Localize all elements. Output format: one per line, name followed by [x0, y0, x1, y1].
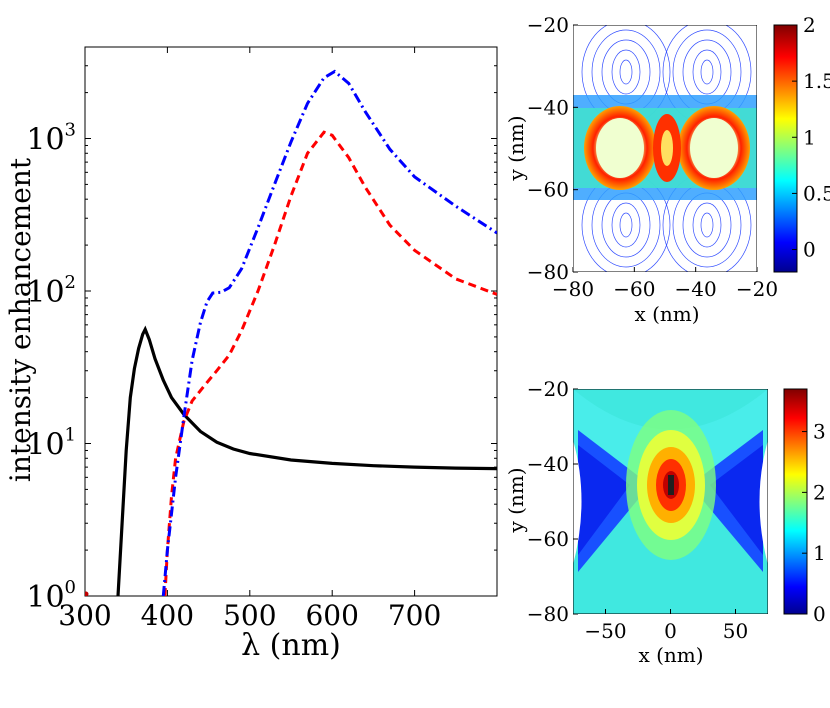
main-plot-frame: [84, 46, 498, 597]
heat-y-tick-label: −20: [527, 13, 569, 37]
tr-axis-ticks: −80 −60 −40 −20 −20 −40 −60 −80: [527, 13, 778, 301]
heat-y-tick-label: −40: [527, 452, 569, 476]
heat-y-tick-label: −80: [527, 602, 569, 626]
colorbar-tick-label: 0: [803, 238, 816, 262]
tr-colorbar: [773, 24, 798, 273]
colorbar-tick-label: 1: [813, 541, 826, 565]
heat-x-tick-label: 0: [664, 619, 677, 643]
colorbar-tick-label: 1.5: [803, 69, 830, 93]
colorbar-tick-label: 1: [803, 125, 816, 149]
heat-x-tick-label: −80: [552, 277, 594, 301]
colorbar-tick-label: 0.5: [803, 181, 830, 205]
heat-y-tick-label: −20: [527, 377, 569, 401]
main-y-tick-label: 103: [26, 120, 76, 158]
tr-colorbar-ticks: 2 1.5 1 0.5 0: [792, 13, 830, 262]
heat-x-tick-label: −60: [613, 277, 655, 301]
tr-heatmap-image: [573, 25, 757, 272]
colorbar-tick-label: 3: [813, 420, 826, 444]
main-axis-ticks: [84, 47, 497, 597]
br-colorbar-ticks: 3 2 1 0: [802, 420, 826, 626]
heat-y-tick-label: −40: [527, 95, 569, 119]
main-x-tick-label: 700: [388, 599, 441, 632]
main-y-tick-exp: 3: [65, 120, 76, 141]
origin-marker: [85, 591, 89, 596]
main-y-tick-exp: 1: [65, 425, 76, 446]
main-y-tick-label: 101: [26, 425, 76, 463]
series-red-dashed: [163, 130, 497, 596]
main-x-axis-label: λ (nm): [241, 628, 341, 663]
br-heatmap-image: [573, 389, 768, 614]
br-axis-ticks: −50 0 50 −20 −40 −60 −80: [527, 377, 748, 643]
main-series: [85, 69, 497, 596]
main-y-axis-label: intensity enhancement: [4, 157, 37, 482]
main-y-tick-base: 10: [26, 123, 64, 158]
series-blue-dashdot: [161, 69, 497, 596]
br-colorbar: [783, 388, 808, 615]
tr-x-axis-label: x (nm): [634, 302, 699, 326]
heat-x-tick-label: −50: [584, 619, 626, 643]
heat-x-tick-label: −20: [736, 277, 778, 301]
main-x-tick-label: 300: [58, 599, 111, 632]
main-y-tick-exp: 0: [65, 577, 76, 598]
main-y-tick-base: 10: [26, 428, 64, 463]
main-y-tick-base: 10: [26, 275, 64, 310]
colorbar-tick-label: 2: [813, 480, 826, 504]
main-y-tick-base: 10: [26, 580, 64, 615]
series-black-solid: [116, 325, 497, 596]
top-right-field-map: −80 −60 −40 −20 −20 −40 −60 −80 x (nm) y (nm) 2…: [504, 13, 830, 326]
main-y-tick-exp: 2: [65, 272, 76, 293]
colorbar-tick-label: 0: [813, 602, 826, 626]
heat-y-tick-label: −60: [527, 527, 569, 551]
main-y-tick-label: 102: [26, 272, 76, 310]
main-y-tick-label: 100: [26, 577, 76, 615]
heat-y-tick-label: −60: [527, 178, 569, 202]
bottom-right-field-map: −50 0 50 −20 −40 −60 −80 x (nm) y (nm) 3 2 1 0: [504, 377, 826, 667]
main-x-tick-label: 600: [305, 599, 358, 632]
colorbar-tick-label: 2: [803, 13, 816, 37]
heat-x-tick-label: 50: [723, 619, 748, 643]
heat-x-tick-label: −40: [675, 277, 717, 301]
main-x-tick-label: 500: [223, 599, 276, 632]
br-x-axis-label: x (nm): [638, 643, 703, 667]
tr-y-axis-label: y (nm): [504, 115, 528, 181]
main-x-tick-label: 400: [141, 599, 194, 632]
heat-y-tick-label: −80: [527, 260, 569, 284]
br-y-axis-label: y (nm): [504, 467, 528, 533]
